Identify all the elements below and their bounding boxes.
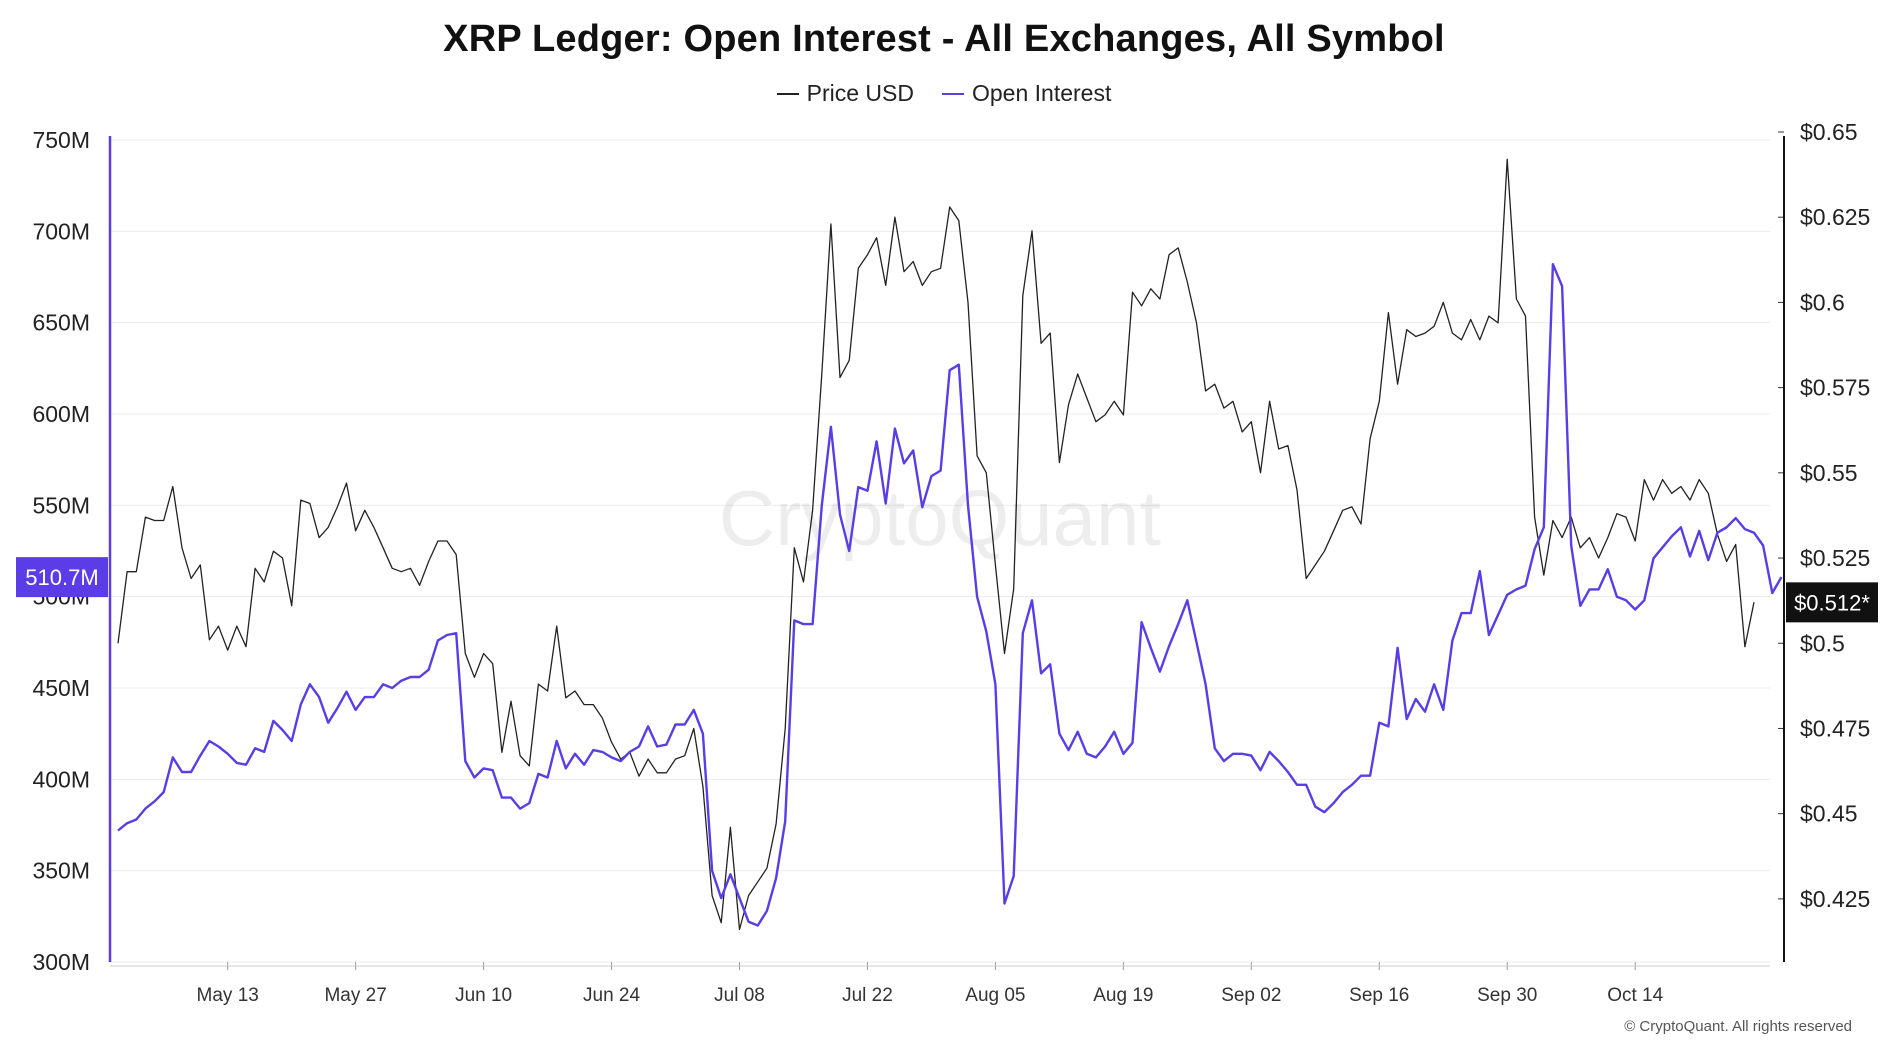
x-tick-label: Jul 08 (714, 985, 765, 1006)
current-value-badges: 510.7M $0.512* (16, 557, 1878, 623)
left-tick-label: 650M (32, 310, 90, 336)
legend-swatch-price (776, 92, 799, 95)
x-tick-label: Sep 02 (1221, 985, 1281, 1006)
right-tick-label: $0.6 (1800, 289, 1845, 315)
x-tick-label: Oct 14 (1607, 985, 1663, 1006)
chart-title: XRP Ledger: Open Interest - All Exchange… (443, 18, 1445, 60)
right-tick-label: $0.525 (1800, 545, 1870, 571)
open-interest-line[interactable] (117, 263, 1783, 927)
axis-labels: 300M350M400M450M500M550M600M650M700M750M… (32, 119, 1870, 1006)
left-tick-label: 700M (32, 218, 90, 244)
left-current-badge (16, 557, 108, 598)
series (117, 158, 1783, 931)
legend-item-price[interactable]: Price USD (776, 80, 914, 107)
left-current-value: 510.7M (25, 565, 98, 590)
right-tick-label: $0.65 (1800, 119, 1858, 145)
grid-lines (110, 139, 1770, 963)
right-tick-label: $0.575 (1800, 375, 1870, 401)
right-tick-label: $0.625 (1800, 204, 1870, 230)
legend-item-open-interest[interactable]: Open Interest (942, 80, 1111, 107)
x-tick-label: Jul 22 (842, 985, 893, 1006)
left-tick-label: 750M (32, 127, 90, 153)
copyright: © CryptoQuant. All rights reserved (1624, 1018, 1852, 1035)
right-tick-label: $0.425 (1800, 886, 1870, 912)
legend-swatch-open-interest (942, 92, 964, 95)
x-tick-label: Sep 16 (1349, 985, 1409, 1006)
x-tick-label: May 13 (197, 985, 259, 1006)
right-tick-label: $0.475 (1800, 715, 1870, 741)
right-tick-label: $0.55 (1800, 460, 1858, 486)
left-tick-label: 550M (32, 492, 90, 518)
x-tick-label: Aug 05 (965, 985, 1025, 1006)
left-tick-label: 300M (32, 949, 90, 975)
left-tick-label: 450M (32, 675, 90, 701)
axes (108, 131, 1785, 970)
right-current-badge (1786, 582, 1878, 623)
x-tick-label: Jun 24 (583, 985, 640, 1006)
left-tick-label: 600M (32, 401, 90, 427)
right-tick-label: $0.5 (1800, 630, 1845, 656)
watermark: CryptoQuant (719, 474, 1162, 562)
x-tick-label: Jun 10 (455, 985, 512, 1006)
legend-label-price: Price USD (806, 80, 914, 106)
price-usd-line[interactable] (117, 158, 1755, 931)
right-tick-label: $0.45 (1800, 801, 1858, 827)
right-current-value: $0.512* (1794, 590, 1870, 615)
left-tick-label: 400M (32, 766, 90, 792)
legend: Price USD Open Interest (0, 80, 1888, 107)
x-tick-label: Aug 19 (1093, 985, 1153, 1006)
legend-label-open-interest: Open Interest (972, 80, 1112, 106)
left-tick-label: 350M (32, 858, 90, 884)
x-tick-label: May 27 (324, 985, 386, 1006)
x-tick-label: Sep 30 (1477, 985, 1537, 1006)
